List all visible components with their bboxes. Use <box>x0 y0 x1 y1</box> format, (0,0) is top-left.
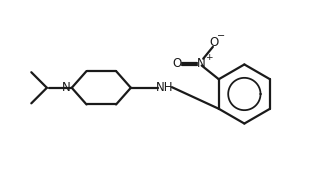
Text: +: + <box>205 53 212 62</box>
Text: −: − <box>217 31 225 41</box>
Text: N: N <box>62 81 71 94</box>
Text: NH: NH <box>156 81 174 94</box>
Text: N: N <box>197 57 206 70</box>
Text: O: O <box>172 57 182 70</box>
Text: O: O <box>210 36 219 49</box>
